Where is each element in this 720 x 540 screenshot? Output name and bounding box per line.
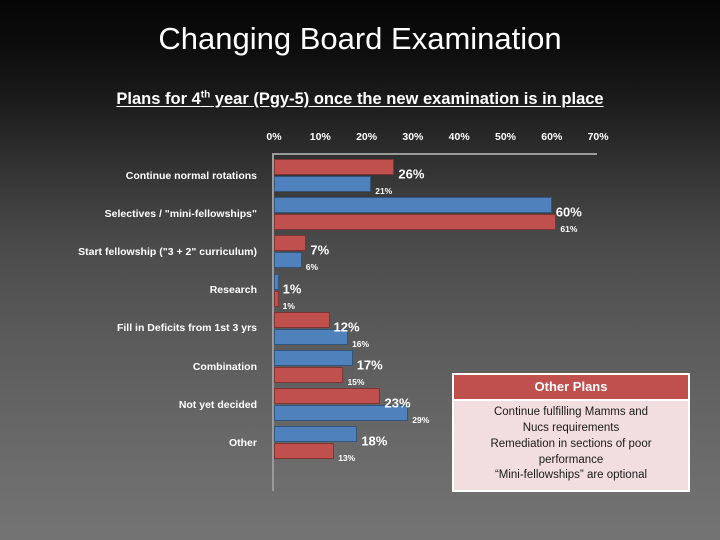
category-label-4: Fill in Deficits from 1st 3 yrs [116,322,257,335]
other-plans-line-2: Remediation in sections of poor [490,437,652,450]
bar-2011-2[interactable] [274,252,302,269]
other-plans-body: Continue fulfilling Mamms and Nucs requir… [454,401,688,490]
data-label-2011-5: 17% [356,357,383,373]
other-plans-box: Other Plans Continue fulfilling Mamms an… [452,373,690,493]
x-axis-tick-70: 70% [587,131,609,143]
data-label-2012-2: 7% [310,242,330,258]
x-axis-tick-30: 30% [402,131,424,143]
x-axis-tick-10: 10% [309,131,331,143]
x-axis-tick-40: 40% [448,131,470,143]
bar-2011-1[interactable] [274,197,552,214]
category-label-5: Combination [192,360,257,373]
data-label-2012-4: 12% [333,319,360,335]
bar-2012-2[interactable] [274,235,307,252]
data-label-2011-3: 1% [282,281,302,297]
bar-2011-5[interactable] [274,350,353,366]
bar-2012-4[interactable] [274,311,330,328]
bar-chart: 0% 10% 20% 30% 40% 50% 60% 70% Continue normal … [0,125,720,491]
category-label-3: Research [209,284,257,297]
bar-2012-3[interactable] [274,290,279,307]
data-label-2011-1: 60% [555,204,582,220]
category-label-1: Selectives / "mini-fellowships" [104,207,257,220]
data-label-2011-2: 6% [305,262,319,273]
data-label-2012-5: 15% [347,377,365,387]
bar-2011-6[interactable] [274,405,409,422]
category-label-6: Not yet decided [178,398,257,411]
subtitle-superscript: th [200,89,211,100]
bar-2012-1[interactable] [274,214,557,231]
y-axis-line [272,153,274,491]
category-label-7: Other [228,436,257,449]
bar-2012-5[interactable] [274,367,344,383]
other-plans-line-4: “Mini-fellowships” are optional [494,469,648,482]
subtitle-prefix: Plans for 4 [116,89,201,108]
slide-title: Changing Board Examination [158,21,562,56]
category-label-0: Continue normal rotations [125,169,257,182]
other-plans-line-1: Nucs requirements [522,421,620,434]
x-axis-tick-50: 50% [494,131,517,143]
x-axis-tick-0: 0% [266,131,282,143]
data-label-2012-6: 23% [384,395,411,411]
slide-subtitle: Plans for 4th year (Pgy-5) once the new … [0,89,720,109]
data-label-2012-3: 1% [282,300,295,311]
bar-2012-0[interactable] [274,159,395,175]
other-plans-line-0: Continue fulfilling Mamms and [493,406,649,418]
subtitle-rest: year (Pgy-5) once the new examination is… [210,89,604,108]
category-label-2: Start fellowship ("3 + 2" curriculum) [78,245,257,258]
data-label-2011-6: 29% [412,415,430,426]
x-axis-tick-60: 60% [541,131,563,143]
data-label-2012-0: 26% [398,166,425,182]
bar-2012-7[interactable] [274,443,335,460]
x-axis-tick-labels: 0% 10% 20% 30% 40% 50% 60% 70% [0,131,720,147]
bar-2011-0[interactable] [274,176,372,192]
data-label-2011-7: 18% [361,433,388,449]
bar-2011-4[interactable] [274,328,349,345]
data-label-2011-0: 21% [375,186,393,196]
other-plans-header: Other Plans [454,375,688,401]
other-plans-line-3: performance [538,453,604,466]
plot-top-border [272,153,597,155]
bar-2011-3[interactable] [274,273,279,290]
bar-2012-6[interactable] [274,388,381,405]
data-label-2012-7: 13% [338,453,356,464]
data-label-2011-4: 16% [352,338,370,349]
x-axis-tick-20: 20% [356,131,378,143]
data-label-2012-1: 61% [560,224,578,235]
bar-2011-7[interactable] [274,426,358,443]
